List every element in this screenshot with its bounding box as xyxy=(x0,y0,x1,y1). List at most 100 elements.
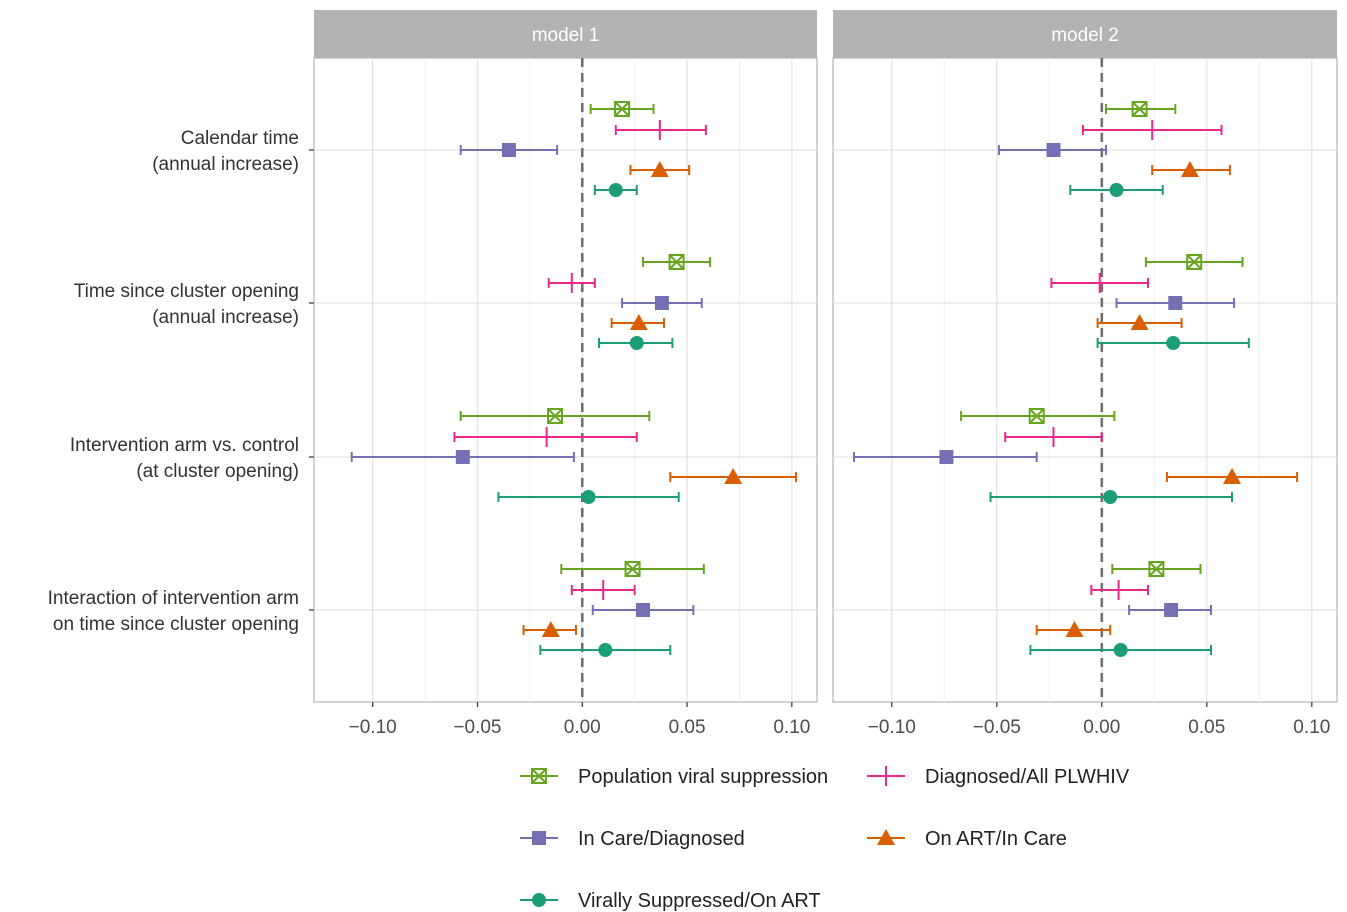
x-tick-label: 0.00 xyxy=(1083,717,1120,738)
x-tick-label: 0.05 xyxy=(1188,717,1225,738)
legend-label: On ART/In Care xyxy=(925,828,1067,850)
point-estimate xyxy=(501,143,516,157)
panel-strip xyxy=(833,10,1337,58)
point-estimate xyxy=(1103,490,1118,504)
y-axis-labels: Calendar time (annual increase) Time since… xyxy=(48,128,314,635)
estimate-triangle xyxy=(1165,468,1299,484)
estimate-square xyxy=(591,603,695,617)
estimate-square xyxy=(350,450,575,464)
point-estimate xyxy=(1065,621,1084,637)
point-estimate xyxy=(668,254,685,270)
estimate-square xyxy=(997,143,1107,157)
point-estimate xyxy=(1113,643,1128,657)
y-category-label: Calendar time (annual increase) xyxy=(152,128,299,175)
legend-label: In Care/Diagnosed xyxy=(578,828,745,850)
point-estimate xyxy=(624,561,641,577)
estimate-triangle xyxy=(610,314,666,330)
estimate-boxed-x xyxy=(589,101,655,117)
x-tick-label: −0.10 xyxy=(868,717,916,738)
estimate-circle xyxy=(1096,336,1250,350)
estimate-circle xyxy=(598,336,674,350)
point-estimate xyxy=(608,183,623,197)
estimate-triangle xyxy=(522,621,577,637)
legend-key-marker xyxy=(532,831,546,845)
point-estimate xyxy=(547,408,564,424)
legend-label: Population viral suppression xyxy=(578,766,828,788)
legend-label: Diagnosed/All PLWHIV xyxy=(925,766,1130,788)
estimate-boxed-x xyxy=(1111,561,1202,577)
x-tick-label: 0.00 xyxy=(564,717,601,738)
x-tick-label: 0.10 xyxy=(1293,717,1330,738)
estimate-boxed-x xyxy=(1105,101,1177,117)
estimate-bar xyxy=(1090,580,1149,600)
panel-background xyxy=(832,57,1338,703)
panel-title: model 2 xyxy=(1051,25,1119,46)
point-estimate xyxy=(1109,183,1124,197)
panel-title: model 1 xyxy=(532,25,600,46)
point-estimate xyxy=(1223,468,1241,484)
point-estimate xyxy=(1046,143,1061,157)
point-estimate xyxy=(636,603,651,617)
legend-item: Diagnosed/All PLWHIV xyxy=(867,766,1130,788)
point-estimate xyxy=(455,450,470,464)
estimate-circle xyxy=(497,490,680,504)
estimate-bar xyxy=(614,120,707,140)
legend-item: Virally Suppressed/On ART xyxy=(520,890,821,912)
legend-label: Virally Suppressed/On ART xyxy=(578,890,821,912)
point-estimate xyxy=(629,314,648,330)
point-estimate xyxy=(939,450,954,464)
estimate-triangle xyxy=(1096,314,1183,330)
estimate-square xyxy=(621,296,703,310)
point-estimate xyxy=(1168,296,1183,310)
panel-2: model 2 −0.10 −0.05 0.00 0.05 0.10 xyxy=(832,10,1338,738)
estimate-boxed-x xyxy=(642,254,712,270)
x-tick-label: 0.05 xyxy=(669,717,706,738)
estimate-boxed-x xyxy=(459,408,651,424)
estimate-square xyxy=(1115,296,1236,310)
estimate-bar xyxy=(453,427,638,447)
point-estimate xyxy=(724,468,743,484)
estimate-square xyxy=(1128,603,1212,617)
estimate-bar xyxy=(570,580,636,600)
panel-strip xyxy=(314,10,817,58)
estimate-square xyxy=(853,450,1038,464)
panels: model 1 −0.10 −0.05 0.00 0.05 0.10 model 2 −0.1… xyxy=(313,10,1338,738)
estimate-triangle xyxy=(669,468,798,484)
estimate-triangle xyxy=(1035,621,1112,637)
estimate-boxed-x xyxy=(560,561,705,577)
estimate-circle xyxy=(539,643,672,657)
point-estimate xyxy=(1130,314,1149,330)
legend-key-marker xyxy=(877,829,895,845)
y-category-label: Time since cluster opening (annual increa… xyxy=(74,281,299,328)
legend-key-marker xyxy=(531,768,547,784)
panel-background xyxy=(313,57,818,703)
x-tick-label: −0.05 xyxy=(453,717,501,738)
estimate-circle xyxy=(1029,643,1212,657)
y-category-label: Intervention arm vs. control (at cluster … xyxy=(70,435,299,482)
estimate-bar xyxy=(1004,427,1103,447)
point-estimate xyxy=(541,621,560,637)
estimate-triangle xyxy=(629,161,691,177)
point-estimate xyxy=(581,490,596,504)
y-category-label: Interaction of intervention arm on time s… xyxy=(48,588,299,635)
point-estimate xyxy=(614,101,631,117)
estimate-square xyxy=(459,143,559,157)
estimate-boxed-x xyxy=(960,408,1116,424)
point-estimate xyxy=(1186,254,1203,270)
estimate-bar xyxy=(1050,273,1149,293)
x-tick-label: 0.10 xyxy=(773,717,810,738)
estimate-circle xyxy=(1069,183,1164,197)
point-estimate xyxy=(650,161,669,177)
estimate-bar xyxy=(1081,120,1223,140)
legend-key-marker xyxy=(532,893,546,907)
estimate-circle xyxy=(593,183,638,197)
point-estimate xyxy=(629,336,644,350)
point-estimate xyxy=(654,296,669,310)
legend-item: On ART/In Care xyxy=(867,828,1067,850)
legend-item: In Care/Diagnosed xyxy=(520,828,745,850)
point-estimate xyxy=(1164,603,1179,617)
legend: Population viral suppression Diagnosed/Al… xyxy=(520,766,1130,912)
point-estimate xyxy=(1166,336,1181,350)
x-tick-label: −0.05 xyxy=(973,717,1021,738)
